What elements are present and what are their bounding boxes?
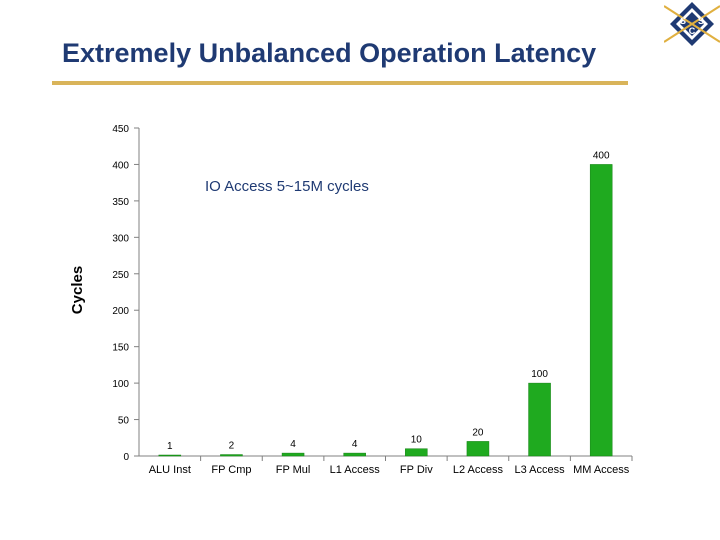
bar-value-label: 100 (531, 369, 548, 380)
y-tick-label: 150 (112, 343, 129, 354)
bar (589, 164, 613, 457)
bar (405, 448, 428, 457)
category-label: FP Div (400, 464, 433, 476)
logo-letter-left: S (680, 16, 686, 26)
university-logo: S S C (664, 0, 720, 48)
bar-value-label: 20 (472, 427, 484, 438)
y-tick-label: 250 (112, 270, 129, 281)
bar (158, 454, 182, 457)
y-tick-label: 0 (123, 452, 129, 463)
bar-value-label: 10 (411, 435, 423, 446)
y-tick-label: 200 (112, 306, 129, 317)
logo-letter-right: S (698, 16, 704, 26)
y-tick-label: 400 (112, 160, 129, 171)
category-label: MM Access (573, 464, 630, 476)
category-label: FP Cmp (211, 464, 251, 476)
y-tick-label: 100 (112, 379, 129, 390)
title-underline (52, 81, 628, 85)
category-label: FP Mul (276, 464, 311, 476)
y-axis-label: Cycles (69, 266, 86, 314)
y-tick-label: 300 (112, 233, 129, 244)
category-label: L1 Access (330, 464, 381, 476)
y-tick-label: 350 (112, 197, 129, 208)
bar (466, 441, 490, 457)
category-label: L3 Access (514, 464, 565, 476)
bar (343, 452, 366, 457)
category-label: ALU Inst (149, 464, 191, 476)
io-access-annotation: IO Access 5~15M cycles (205, 178, 369, 195)
bar-value-label: 4 (290, 439, 296, 450)
bar-value-label: 400 (593, 150, 610, 161)
bar (281, 452, 305, 457)
category-label: L2 Access (453, 464, 504, 476)
y-tick-label: 450 (112, 124, 129, 135)
bar-value-label: 1 (167, 441, 173, 452)
bar-value-label: 4 (352, 439, 358, 450)
slide-title: Extremely Unbalanced Operation Latency (62, 38, 597, 68)
logo-letter-bottom: C (689, 26, 696, 36)
bar (528, 382, 551, 457)
bar-value-label: 2 (229, 441, 235, 452)
y-tick-label: 50 (118, 416, 130, 427)
bar (220, 454, 243, 457)
